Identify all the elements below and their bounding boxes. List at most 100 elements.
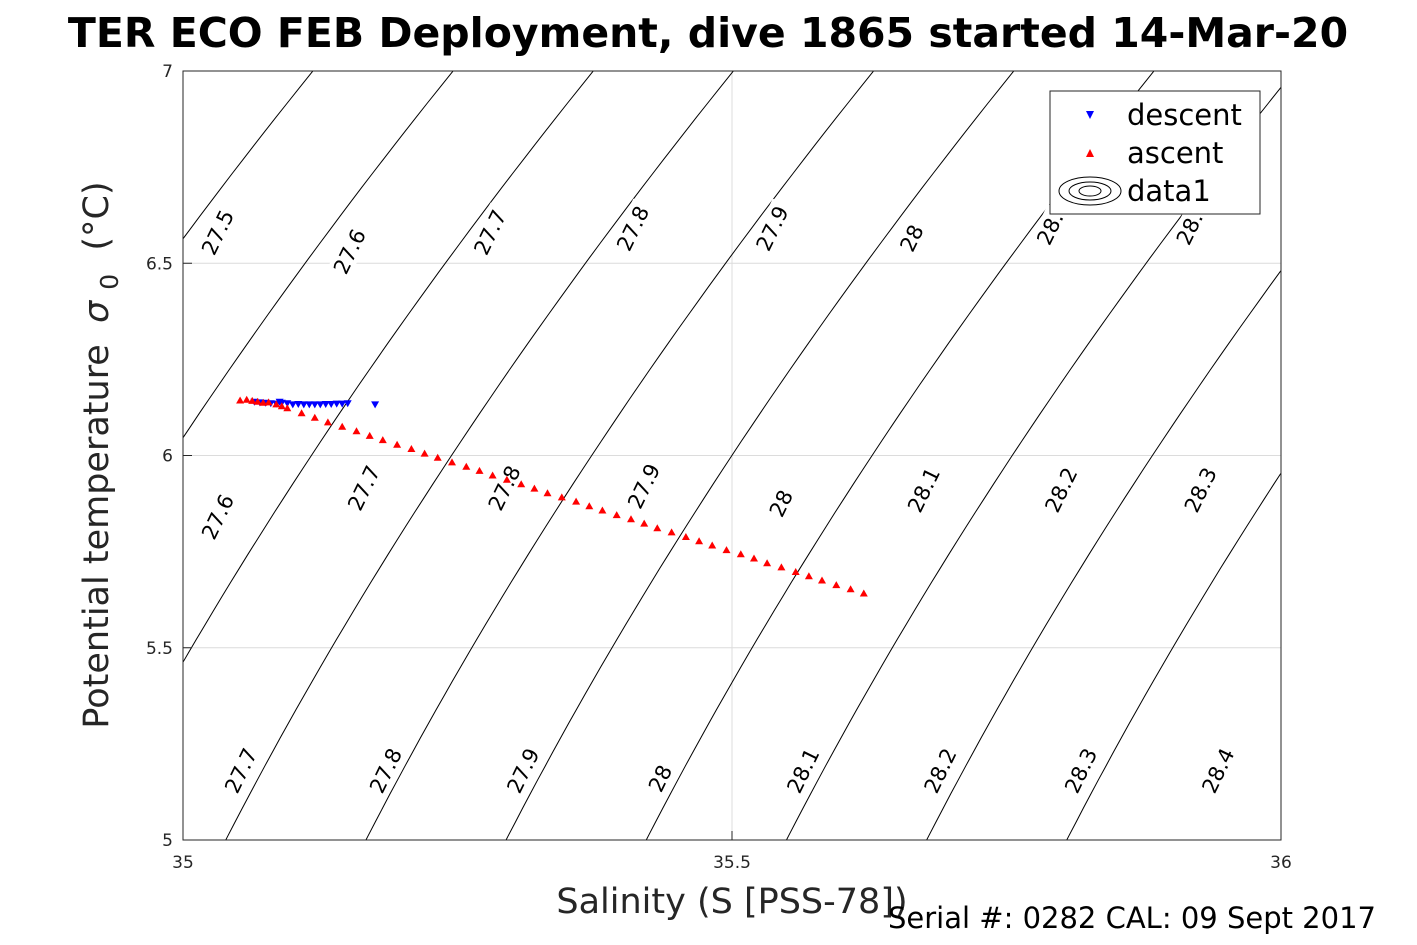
contour-label-bg xyxy=(362,740,408,800)
contour-label-bg xyxy=(194,202,240,262)
y-axis-label-sub: 0 xyxy=(95,274,124,290)
axis-ticks: 35 35.5 36 5 5.5 6 6.5 7 xyxy=(146,62,1292,873)
ascent-point xyxy=(420,449,429,457)
ascent-point xyxy=(393,440,402,448)
ascent-point xyxy=(248,396,257,404)
isopycnal-line xyxy=(365,71,875,840)
ascent-point xyxy=(242,395,251,403)
legend-box xyxy=(1049,90,1261,215)
ascent-point xyxy=(462,462,471,470)
y-tick-label: 6.5 xyxy=(146,254,173,274)
descent-point xyxy=(294,401,303,408)
ascent-point xyxy=(804,572,813,580)
isopycnal-line xyxy=(225,71,735,840)
ascent-point xyxy=(557,493,566,501)
contour-label-bg xyxy=(1177,460,1223,520)
ascent-point xyxy=(297,409,306,417)
isopycnal-line xyxy=(926,269,1281,840)
ascent-point xyxy=(681,533,690,540)
ascent-point xyxy=(750,554,758,562)
ascent-point xyxy=(407,445,416,452)
contour-label-bg xyxy=(763,484,798,522)
isopycnal-contours xyxy=(183,71,1281,840)
ascent-point xyxy=(475,466,484,474)
contour-label-bg xyxy=(609,198,655,258)
contour-label-bg xyxy=(1029,204,1070,253)
ascent-point xyxy=(283,404,292,412)
isopycnal-line xyxy=(183,71,454,439)
contour-label-bg xyxy=(642,759,678,797)
contour-label-bg xyxy=(917,740,963,800)
ascent-point xyxy=(433,453,442,461)
contour-label-bg xyxy=(1194,740,1241,800)
contour-label-bg xyxy=(1169,204,1209,253)
ascent-point xyxy=(378,436,387,444)
descent-point xyxy=(305,401,314,409)
ascent-point xyxy=(272,400,281,408)
ascent-point xyxy=(264,398,273,406)
ascent-point xyxy=(259,398,268,406)
x-tick-label: 35 xyxy=(172,853,194,873)
contour-label-bg xyxy=(900,460,946,520)
isopycnal-line xyxy=(183,71,314,240)
ascent-point xyxy=(763,559,772,567)
contour-label-bg xyxy=(340,458,386,518)
x-axis-label: Salinity (S [PSS-78]) xyxy=(556,882,907,922)
legend-label-ascent: ascent xyxy=(1127,136,1223,170)
ascent-point xyxy=(818,576,826,584)
legend-contour-icon xyxy=(1058,176,1122,206)
legend-label-descent: descent xyxy=(1127,98,1242,132)
isopycnal-line xyxy=(1066,472,1281,840)
descent-point xyxy=(316,401,325,409)
ascent-point xyxy=(543,489,552,497)
ascent-point xyxy=(323,418,332,426)
descent-point xyxy=(299,401,308,409)
y-axis-label: Potential temperature σ 0 (°C) xyxy=(77,181,127,728)
legend: descent ascent data1 xyxy=(1049,90,1261,215)
y-tick-label: 6 xyxy=(162,447,173,467)
legend-label-data1: data1 xyxy=(1127,174,1211,208)
ascent-point xyxy=(832,581,841,589)
ascent-point xyxy=(517,480,526,488)
serial-calibration-note: Serial #: 0282 CAL: 09 Sept 2017 xyxy=(888,901,1376,935)
y-tick-label: 5 xyxy=(162,831,173,851)
y-axis-label-text: Potential temperature xyxy=(77,344,117,728)
contour-label-bg xyxy=(466,202,513,262)
ascent-point xyxy=(488,471,497,479)
descent-point xyxy=(371,401,380,409)
ascent-point xyxy=(859,589,868,597)
contour-label-bg xyxy=(1037,460,1084,520)
descent-point xyxy=(332,400,341,408)
ascent-point xyxy=(572,497,581,505)
ascent-point xyxy=(598,506,607,514)
ascent-point xyxy=(352,427,361,435)
ascent-point xyxy=(277,402,286,410)
ascent-point xyxy=(653,524,662,532)
descent-point xyxy=(343,400,352,408)
x-tick-label: 36 xyxy=(1270,853,1292,873)
ascent-point xyxy=(791,568,800,575)
ascent-point xyxy=(627,515,635,523)
ascent-point xyxy=(502,475,511,483)
ascent-point xyxy=(777,563,786,571)
contour-label-bg xyxy=(217,740,263,800)
ascent-point xyxy=(585,502,594,510)
ascent-point xyxy=(667,528,676,536)
ascent-point xyxy=(253,397,262,405)
ascent-point xyxy=(846,585,855,593)
descent-point xyxy=(327,401,336,408)
ascent-point xyxy=(448,458,456,466)
legend-marker-ascent xyxy=(1086,149,1094,157)
ascent-point xyxy=(310,413,319,421)
contour-label-bg xyxy=(620,456,666,516)
ascent-point xyxy=(236,396,245,404)
contour-label-bg xyxy=(499,740,546,800)
contour-label-bg xyxy=(481,458,527,518)
contour-label-bg xyxy=(749,198,795,258)
contour-label-bg xyxy=(326,221,372,281)
isopycnal-line xyxy=(183,71,594,664)
ascent-point xyxy=(612,511,621,519)
descent-point xyxy=(321,401,330,408)
ascent-point xyxy=(338,422,347,430)
ascent-point xyxy=(736,550,745,558)
